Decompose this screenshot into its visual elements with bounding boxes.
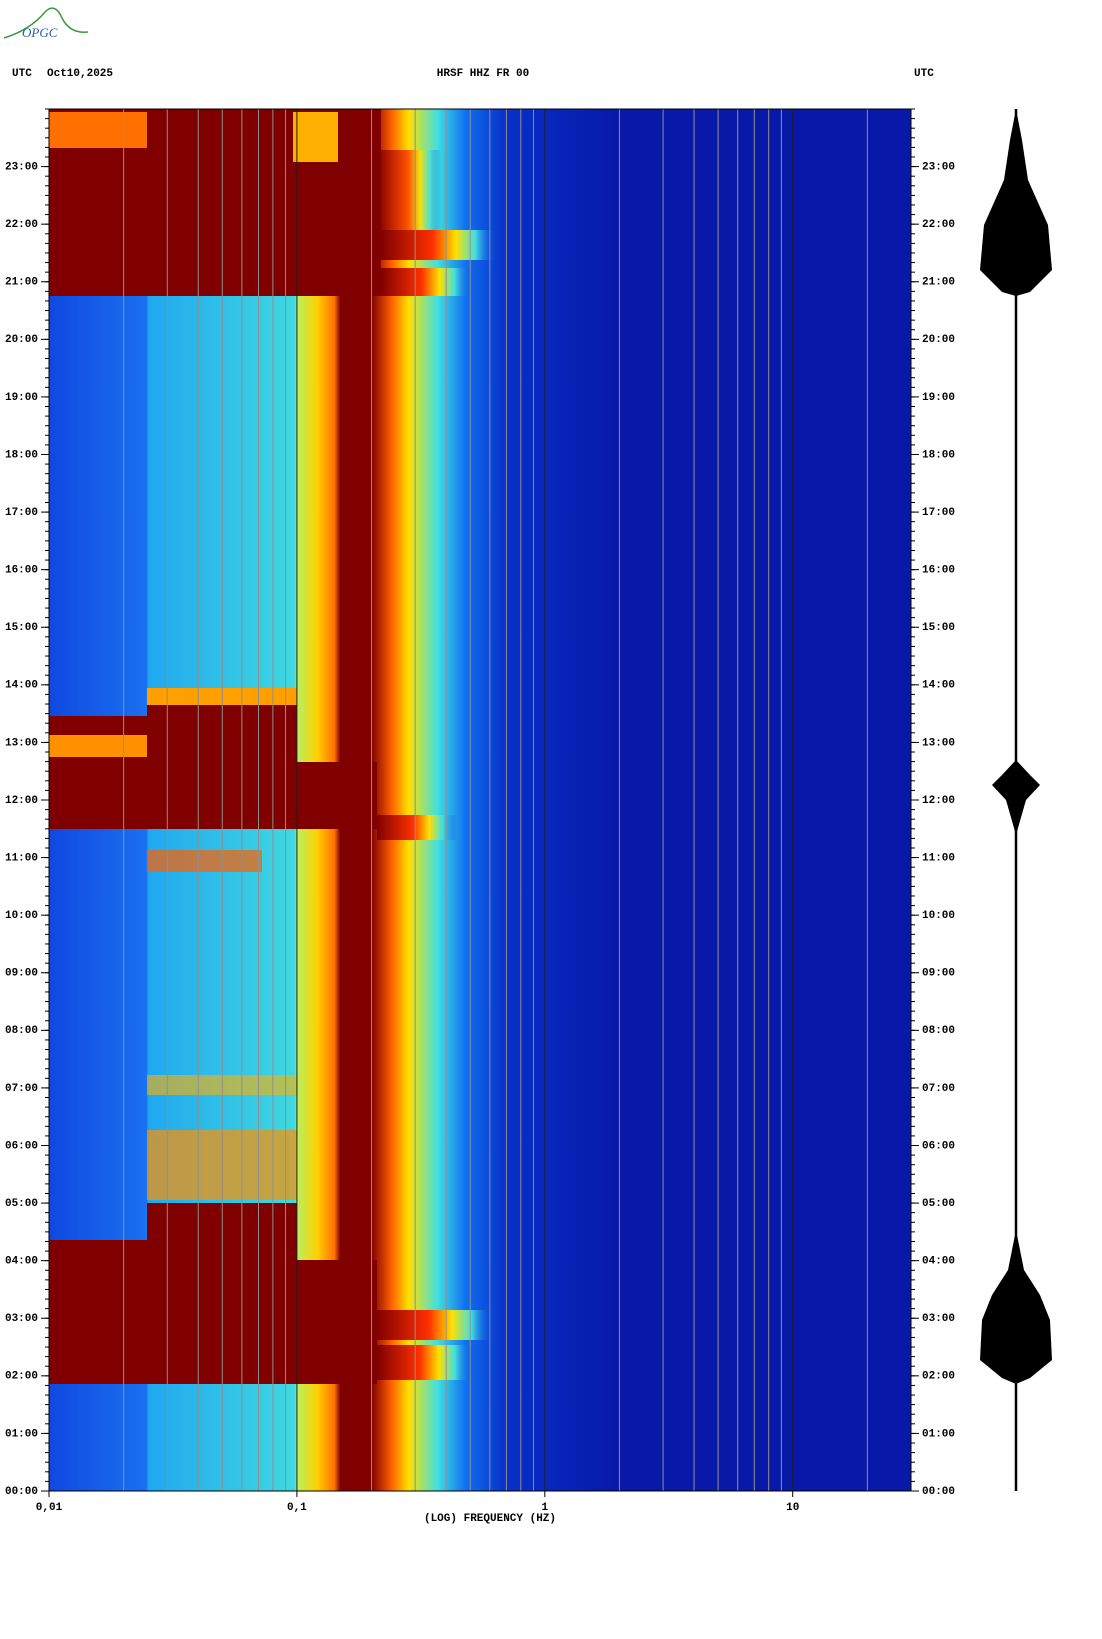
y-tick-label: 12:00 (5, 795, 38, 807)
date: Oct10,2025 (47, 68, 113, 80)
y-tick-label: 09:00 (922, 968, 955, 980)
y-tick-label: 16:00 (922, 565, 955, 577)
y-tick-label: 04:00 (922, 1256, 955, 1268)
y-tick-label: 00:00 (5, 1486, 38, 1498)
logo-text: OPGC (22, 25, 58, 40)
y-tick-label: 04:00 (5, 1256, 38, 1268)
y-tick-label: 20:00 (5, 334, 38, 346)
y-tick-label: 02:00 (922, 1371, 955, 1383)
y-tick-label: 01:00 (922, 1428, 955, 1440)
y-tick-label: 10:00 (5, 910, 38, 922)
y-tick-label: 03:00 (922, 1313, 955, 1325)
y-tick-label: 02:00 (5, 1371, 38, 1383)
y-tick-label: 16:00 (5, 565, 38, 577)
y-tick-label: 08:00 (922, 1025, 955, 1037)
time-zone-left: UTC (12, 68, 32, 80)
y-tick-label: 21:00 (922, 277, 955, 289)
y-tick-label: 21:00 (5, 277, 38, 289)
y-tick-label: 15:00 (922, 622, 955, 634)
y-tick-label: 11:00 (5, 852, 38, 864)
y-tick-label: 09:00 (5, 968, 38, 980)
y-tick-label: 05:00 (5, 1198, 38, 1210)
y-tick-label: 18:00 (5, 449, 38, 461)
y-tick-label: 18:00 (922, 449, 955, 461)
time-zone-right: UTC (914, 68, 934, 80)
x-tick-label: 0,01 (36, 1502, 63, 1514)
y-tick-label: 03:00 (5, 1313, 38, 1325)
y-tick-label: 10:00 (922, 910, 955, 922)
chart-title: HRSF HHZ FR 00 (437, 68, 529, 80)
y-tick-label: 20:00 (922, 334, 955, 346)
y-tick-label: 19:00 (922, 392, 955, 404)
x-axis-label: (LOG) FREQUENCY (HZ) (424, 1513, 556, 1525)
y-tick-label: 22:00 (922, 219, 955, 231)
logo: OPGC (3, 7, 89, 40)
y-tick-label: 19:00 (5, 392, 38, 404)
y-tick-label: 23:00 (5, 161, 38, 173)
y-tick-label: 13:00 (922, 737, 955, 749)
y-tick-label: 06:00 (5, 1140, 38, 1152)
y-tick-label: 01:00 (5, 1428, 38, 1440)
x-tick-label: 0,1 (287, 1502, 307, 1514)
spectrogram (49, 109, 911, 1491)
y-tick-label: 13:00 (5, 737, 38, 749)
y-tick-label: 15:00 (5, 622, 38, 634)
seismogram (980, 109, 1052, 1491)
grid (48, 109, 868, 1491)
y-tick-label: 05:00 (922, 1198, 955, 1210)
x-tick-label: 1 (542, 1502, 549, 1514)
y-tick-label: 23:00 (922, 161, 955, 173)
y-tick-label: 14:00 (922, 680, 955, 692)
y-tick-label: 12:00 (922, 795, 955, 807)
y-tick-label: 11:00 (922, 852, 955, 864)
x-tick-label: 10 (786, 1502, 799, 1514)
y-tick-label: 07:00 (5, 1083, 38, 1095)
y-tick-label: 22:00 (5, 219, 38, 231)
y-tick-label: 07:00 (922, 1083, 955, 1095)
y-tick-label: 17:00 (5, 507, 38, 519)
y-tick-label: 08:00 (5, 1025, 38, 1037)
y-tick-label: 06:00 (922, 1140, 955, 1152)
y-tick-label: 00:00 (922, 1486, 955, 1498)
y-tick-label: 14:00 (5, 680, 38, 692)
y-tick-label: 17:00 (922, 507, 955, 519)
